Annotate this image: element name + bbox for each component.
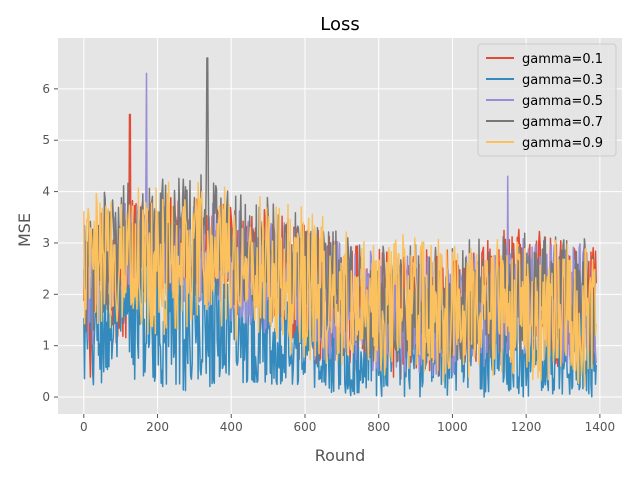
y-tick-label: 2 bbox=[42, 287, 50, 301]
series-line-4 bbox=[83, 181, 597, 387]
legend-box bbox=[477, 43, 617, 157]
x-tick-label: 600 bbox=[294, 420, 317, 434]
y-tick-label: 6 bbox=[42, 82, 50, 96]
series-layer bbox=[83, 57, 597, 398]
chart-title: Loss bbox=[320, 14, 359, 35]
x-tick-label: 1000 bbox=[437, 420, 468, 434]
x-tick-label: 1200 bbox=[511, 420, 542, 434]
legend-label: gamma=0.9 bbox=[522, 136, 603, 151]
y-tick-label: 5 bbox=[42, 133, 50, 147]
tick-layer: 0 200 400 600 800 1000 1200 1400 0 1 2 3 4 5 6 bbox=[42, 82, 615, 434]
y-tick-label: 0 bbox=[42, 390, 50, 404]
x-tick-label: 200 bbox=[146, 420, 169, 434]
y-tick-label: 3 bbox=[42, 236, 50, 250]
x-tick-label: 0 bbox=[80, 420, 88, 434]
legend-label: gamma=0.5 bbox=[522, 94, 603, 109]
legend: gamma=0.1 gamma=0.3 gamma=0.5 gamma=0.7 gamm… bbox=[477, 43, 617, 157]
x-tick-label: 1400 bbox=[585, 420, 616, 434]
y-tick-label: 1 bbox=[42, 339, 50, 353]
x-tick-label: 800 bbox=[367, 420, 390, 434]
x-axis-label: Round bbox=[315, 446, 366, 465]
y-tick-label: 4 bbox=[42, 185, 50, 199]
x-tick-label: 400 bbox=[220, 420, 243, 434]
y-axis-label: MSE bbox=[15, 213, 34, 247]
legend-label: gamma=0.7 bbox=[522, 115, 603, 130]
legend-label: gamma=0.1 bbox=[522, 52, 603, 67]
legend-label: gamma=0.3 bbox=[522, 73, 603, 88]
